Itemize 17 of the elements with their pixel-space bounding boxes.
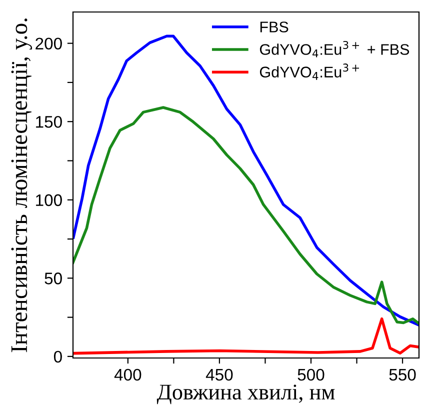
x-axis-title: Довжина хвилі, нм <box>156 384 335 404</box>
line-series <box>73 317 419 355</box>
y-tick-label: 50 <box>44 272 62 284</box>
legend-label: FBS <box>260 22 288 32</box>
line-series <box>73 34 419 327</box>
x-tick-label: 500 <box>298 368 324 381</box>
x-tick-label: 400 <box>114 368 142 381</box>
line-series <box>73 106 419 325</box>
legend-label: GdYVO$_{4}$:Eu$^{3+}$ + FBS <box>260 40 410 58</box>
y-axis-title: Інтенсивність люмінесценції, у.о. <box>11 18 32 352</box>
y-tick-label: 200 <box>36 38 62 50</box>
x-tick-label: 550 <box>389 368 416 381</box>
legend-label: GdYVO$_{4}$:Eu$^{3+}$ <box>260 64 359 80</box>
x-tick-label: 450 <box>206 368 233 381</box>
y-tick-label: 150 <box>36 116 62 128</box>
y-tick-label: 0 <box>54 350 62 363</box>
y-tick-label: 100 <box>36 194 62 206</box>
